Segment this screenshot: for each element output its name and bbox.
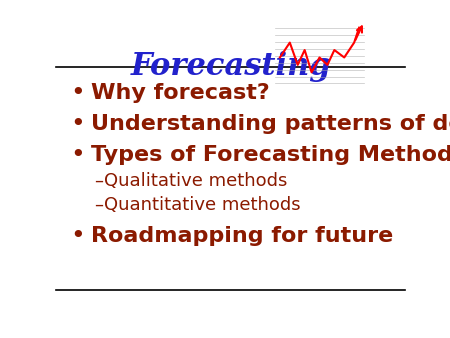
- Text: –Qualitative methods: –Qualitative methods: [94, 172, 287, 190]
- Text: Types of Forecasting Methods: Types of Forecasting Methods: [91, 145, 450, 165]
- Text: •: •: [70, 80, 85, 105]
- Text: Forecasting: Forecasting: [130, 51, 331, 82]
- Text: •: •: [70, 224, 85, 248]
- Text: Why forecast?: Why forecast?: [91, 82, 270, 103]
- Text: Roadmapping for future: Roadmapping for future: [91, 226, 393, 246]
- Text: •: •: [70, 143, 85, 167]
- Text: Understanding patterns of demand: Understanding patterns of demand: [91, 114, 450, 134]
- Text: •: •: [70, 112, 85, 136]
- Text: –Quantitative methods: –Quantitative methods: [94, 195, 300, 214]
